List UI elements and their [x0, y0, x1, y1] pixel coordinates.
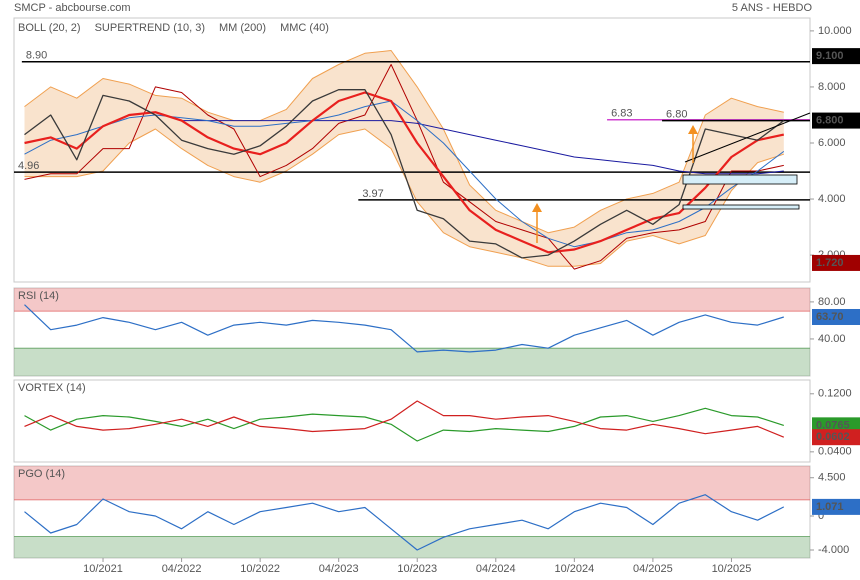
- last-value-box: [812, 112, 860, 129]
- series-line: [24, 100, 785, 248]
- series-line: [24, 400, 785, 438]
- band-upper: [24, 50, 784, 234]
- last-value-box: [812, 429, 860, 446]
- y-tick-label: 10.000: [818, 25, 852, 37]
- zone: [14, 288, 810, 312]
- y-tick-label: 0: [818, 510, 824, 522]
- legend-entry: MMC (40): [280, 22, 329, 34]
- last-value-label: 0.0602: [816, 431, 850, 443]
- series-line: [24, 494, 785, 551]
- last-value-label: 1.720: [816, 257, 844, 269]
- x-tick-label: 04/2024: [476, 563, 516, 575]
- last-value-box: [812, 498, 860, 515]
- level-label: 3.97: [362, 188, 383, 200]
- band-lower: [24, 128, 784, 267]
- y-tick-label: 4.500: [818, 472, 846, 484]
- last-value-label: 1.071: [816, 501, 844, 513]
- legend-entry: MM (200): [219, 22, 266, 34]
- last-value-label: 9.100: [816, 50, 844, 62]
- x-tick-label: 10/2025: [712, 563, 752, 575]
- zone-box: [682, 204, 800, 210]
- legend-entry: BOLL (20, 2): [18, 22, 81, 34]
- x-tick-label: 04/2025: [633, 563, 673, 575]
- band-fill: [24, 50, 784, 267]
- trend-line: [684, 112, 811, 163]
- last-value-box: [812, 308, 860, 325]
- x-tick-label: 10/2023: [397, 563, 437, 575]
- y-tick-label: -4.000: [818, 544, 849, 556]
- x-tick-label: 04/2023: [319, 563, 359, 575]
- last-value-label: 0.0765: [816, 419, 850, 431]
- arrow-head: [532, 203, 542, 212]
- y-tick-label: 4.000: [818, 193, 846, 205]
- arrow-head: [688, 125, 698, 134]
- level-label: 4.96: [18, 160, 39, 172]
- x-tick-label: 10/2022: [240, 563, 280, 575]
- y-tick-label: 40.00: [818, 333, 846, 345]
- y-tick-label: 0.0400: [818, 446, 852, 458]
- x-tick-label: 04/2022: [162, 563, 202, 575]
- zone: [14, 536, 810, 558]
- x-tick-label: 10/2021: [83, 563, 123, 575]
- series-line: [24, 64, 784, 270]
- y-tick-label: 8.000: [818, 81, 846, 93]
- series-line: [181, 120, 784, 175]
- level-label: 6.80: [666, 108, 687, 120]
- last-value-box: [812, 48, 860, 65]
- period: 5 ANS - HEBDO: [732, 2, 813, 14]
- zone-box: [682, 174, 798, 185]
- panel-title: PGO (14): [18, 468, 65, 480]
- panel-title: VORTEX (14): [18, 382, 86, 394]
- legend-entry: SUPERTREND (10, 3): [95, 22, 205, 34]
- level-label: 6.83: [611, 108, 632, 120]
- last-value-box: [812, 254, 860, 271]
- panel: [13, 287, 811, 377]
- panel: [13, 465, 811, 559]
- last-value-label: 63.70: [816, 311, 844, 323]
- page-title: SMCP - abcbourse.com: [14, 2, 131, 14]
- panel: [13, 379, 811, 463]
- x-tick-label: 10/2024: [554, 563, 594, 575]
- y-tick-label: 80.00: [818, 296, 846, 308]
- series-line: [24, 407, 784, 442]
- panel-title: RSI (14): [18, 290, 59, 302]
- price-line: [24, 89, 785, 259]
- zone: [14, 466, 810, 500]
- zone: [14, 348, 810, 376]
- level-label: 8.90: [26, 50, 47, 62]
- series-line: [24, 304, 784, 353]
- y-tick-label: 0.1200: [818, 388, 852, 400]
- y-tick-label: 6.000: [818, 137, 846, 149]
- last-value-label: 6.800: [816, 114, 844, 126]
